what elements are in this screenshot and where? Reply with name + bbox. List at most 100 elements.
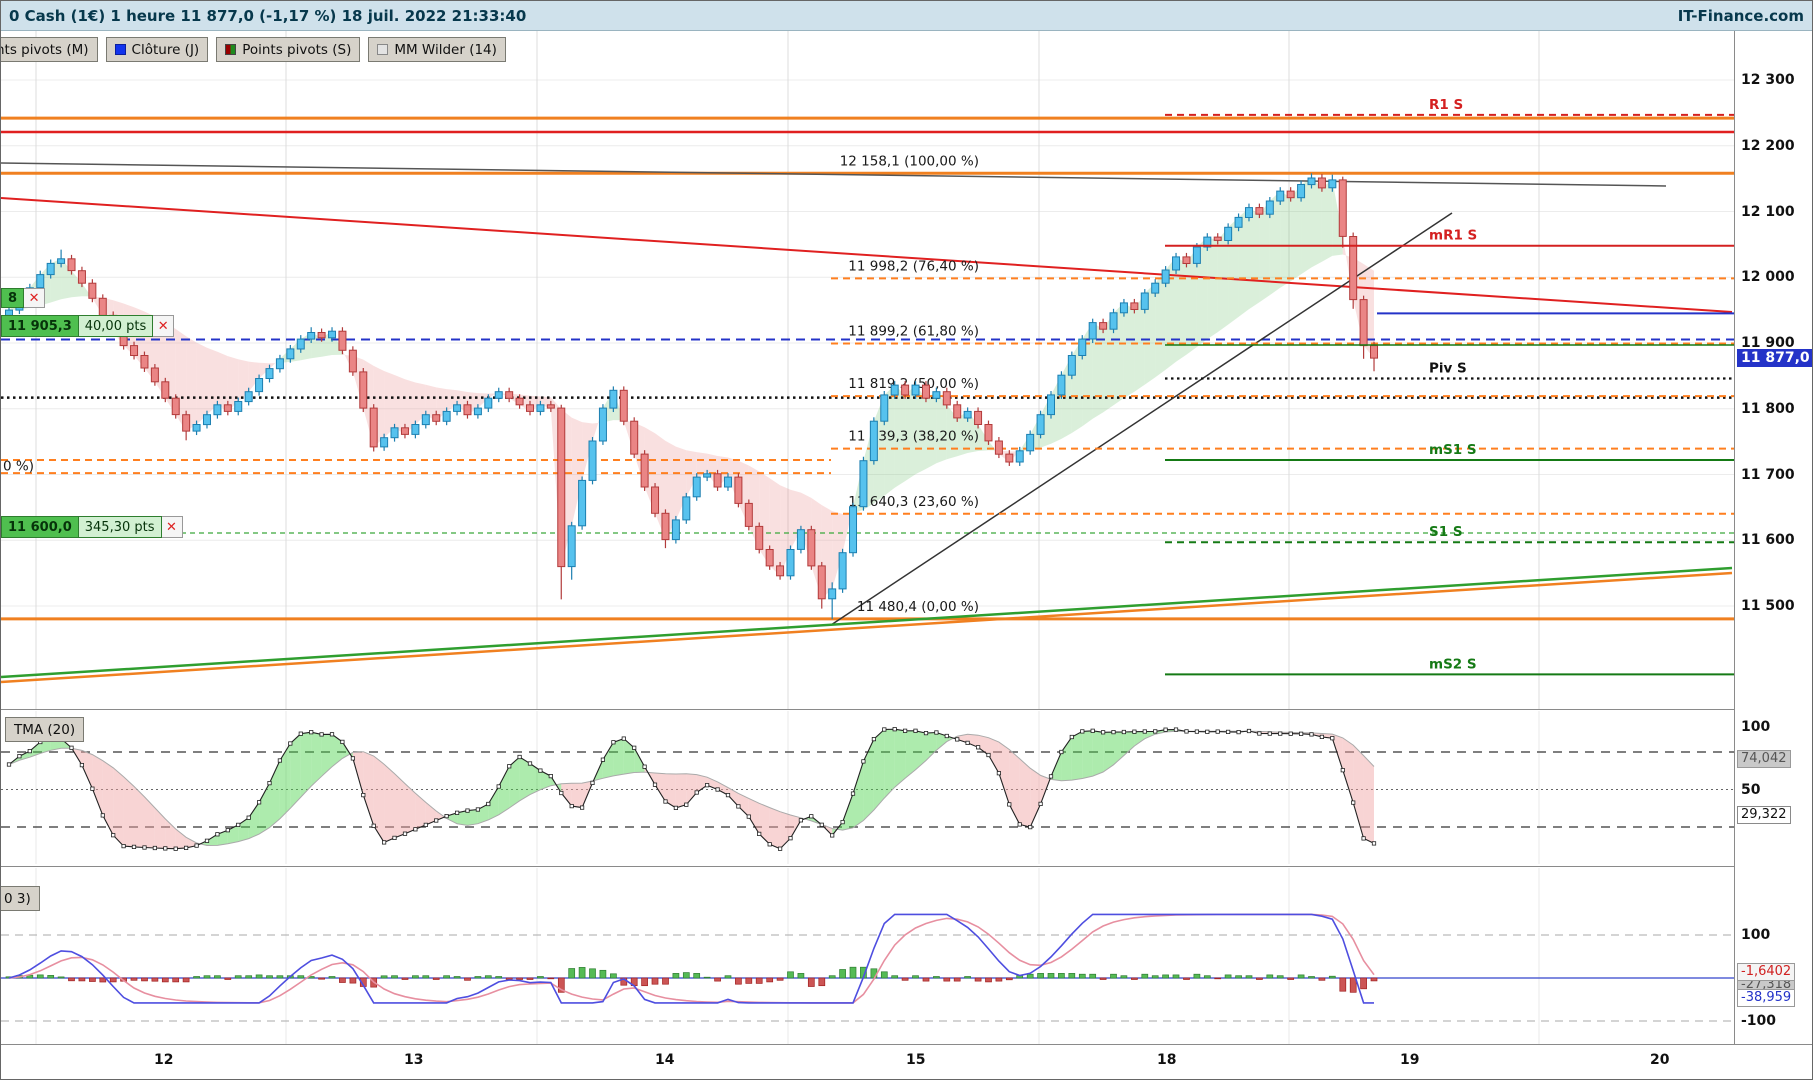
histogram-bar-up [787,971,794,979]
ascending-trendline-black[interactable] [830,212,1453,626]
tma-marker [204,838,210,843]
legend-chip-points-pivots-m[interactable]: nts pivots (M) [1,37,98,62]
tma-marker [256,800,262,805]
panel1-label-chip[interactable]: TMA (20) [5,717,85,742]
candle-down [734,476,743,504]
tma-marker [725,793,731,798]
histogram-bar-up [537,976,544,979]
legend-chip-cloture-j[interactable]: Clôture (J) [105,37,209,62]
candle-up [671,519,680,541]
candle-down [223,404,232,412]
candle-up [828,588,837,600]
wilder-band [1196,237,1208,347]
tma-marker [892,727,897,732]
tma-marker [1309,732,1314,737]
close-icon[interactable]: ✕ [24,288,46,308]
candle-down [505,391,514,399]
descending-trendline-red[interactable] [1,197,1733,313]
legend-chip-mm-wilder[interactable]: MM Wilder (14) [368,37,506,62]
tma-band [602,742,614,779]
tma-band [1342,737,1354,803]
histogram-bar-down [1349,977,1357,993]
candle-down [807,529,816,567]
tma-band [759,803,770,845]
candle-up [244,391,253,403]
candle-down [400,427,409,435]
histogram-bar-up [891,975,899,979]
histogram-bar-up [484,975,492,979]
time-axis[interactable]: 12 13 14 15 18 19 20 [1,1044,1812,1079]
histogram-bar-up [1110,973,1117,979]
tma-marker [298,731,303,736]
tma-band [1009,749,1020,825]
panel-separator[interactable] [1,709,1812,710]
tma-marker [1142,729,1147,734]
candle-up [1172,256,1181,271]
histogram-bar-up [568,968,576,979]
histogram-bar-up [1224,974,1232,979]
tma-band [988,737,999,774]
tma-band [19,751,30,761]
panel2-label-chip[interactable]: 0 3) [1,886,40,911]
tma-marker [600,757,606,762]
price-chart-canvas[interactable]: 0 %) 12 158,1 (100,00 %) 11 998,2 (76,40 %… [1,31,1734,709]
ascending-support-green[interactable] [1,566,1733,679]
tma-slow-line [8,730,1375,847]
tma-marker [131,844,137,849]
histogram-bar-down [1360,977,1367,990]
candle-up [1265,200,1274,215]
histogram-bar-up [422,975,430,979]
candle-up [265,368,274,380]
gray-square-icon [377,44,389,55]
candle-up [1067,355,1076,376]
tma-band [1353,745,1364,839]
histogram-bar-up [1120,975,1128,979]
tma-marker [1028,825,1033,830]
panel-separator[interactable] [1,866,1812,867]
tma-marker [611,740,616,745]
close-icon[interactable]: ✕ [153,315,175,337]
candle-up [328,330,337,339]
tma-band [290,733,301,809]
histogram-bar-down [745,977,753,984]
tma-marker [444,814,449,819]
wilder-band [477,393,489,409]
tma-band [1363,755,1374,844]
candle-up [1026,433,1035,452]
descending-trendline-black[interactable] [1,162,1667,187]
tma-marker [402,831,408,836]
tma-band [738,793,749,817]
ascending-support-orange[interactable] [1,571,1733,684]
histogram-bar-up [610,973,617,979]
candle-up [1328,179,1337,189]
candle-up [1151,282,1160,294]
legend-chip-label: MM Wilder (14) [394,41,497,58]
close-icon[interactable]: ✕ [161,516,183,538]
wilder-band [1238,207,1249,317]
tma-band [144,796,155,848]
tma-marker [569,804,574,809]
candle-down [776,565,785,577]
legend-chip-label: Points pivots (S) [242,41,352,58]
candle-down [359,371,368,409]
osc2-slow-line [8,913,1375,1004]
tma-band [488,786,499,820]
wilder-band [1228,217,1239,325]
wilder-band [207,347,218,415]
tma-marker [6,762,12,767]
tma-marker [809,814,814,819]
oscillator-panel-bottom[interactable] [1,868,1734,1044]
tma-band [842,793,853,831]
oscillator-panel-tma[interactable] [1,711,1734,864]
histogram-bar-up [297,975,305,979]
histogram-bar-up [797,973,805,979]
tma-marker [194,843,199,848]
legend-chip-points-pivots-s[interactable]: Points pivots (S) [216,37,361,62]
candle-up [796,529,805,550]
tma-band [1019,758,1031,828]
candle-down [1213,236,1222,241]
tma-marker [121,843,126,849]
histogram-bar-up [933,976,940,979]
price-axis[interactable]: 12 300 12 200 12 100 12 000 11 900 11 800 11 7… [1734,31,1812,1044]
tma-band [540,770,551,790]
